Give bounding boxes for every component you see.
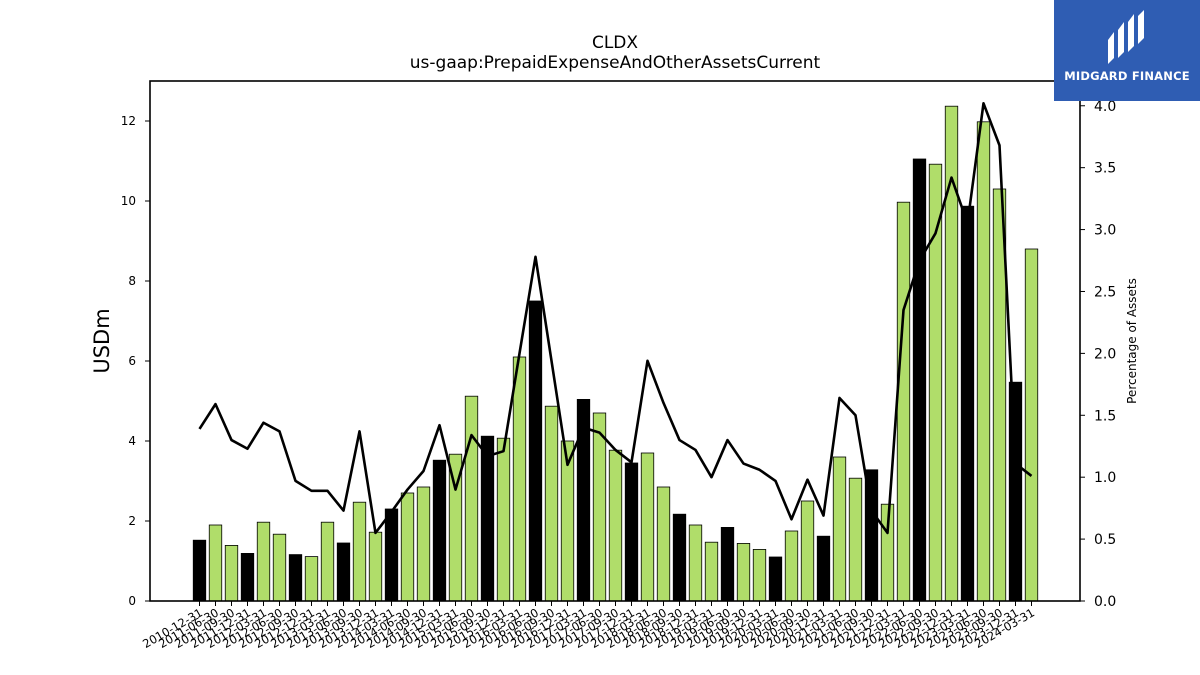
left-tick-label: 4 bbox=[128, 434, 136, 448]
brand-logo: MIDGARD FINANCE bbox=[1054, 0, 1200, 101]
left-tick-label: 0 bbox=[128, 594, 136, 608]
bar bbox=[400, 492, 415, 602]
bar bbox=[256, 521, 271, 602]
right-tick-label: 4.0 bbox=[1094, 99, 1116, 115]
bar bbox=[288, 554, 303, 602]
bar bbox=[224, 545, 239, 602]
bar bbox=[848, 477, 863, 602]
left-tick-label: 8 bbox=[128, 274, 136, 288]
bar bbox=[304, 556, 319, 602]
bar bbox=[768, 556, 783, 602]
bar bbox=[480, 435, 495, 602]
left-axis-ticks: 0 2 4 6 8 10 12 bbox=[121, 114, 150, 608]
bar bbox=[736, 543, 751, 602]
bar bbox=[208, 524, 223, 602]
left-tick-label: 6 bbox=[128, 354, 136, 368]
bar bbox=[544, 405, 559, 602]
bar bbox=[1008, 381, 1023, 602]
chart-subtitle: us-gaap:PrepaidExpenseAndOtherAssetsCurr… bbox=[410, 53, 821, 73]
right-axis-ticks: 0.0 0.5 1.0 1.5 2.0 2.5 3.0 3.5 4.0 bbox=[1080, 99, 1116, 610]
bar bbox=[608, 449, 623, 602]
right-tick-label: 0.0 bbox=[1094, 594, 1116, 610]
right-tick-label: 3.5 bbox=[1094, 161, 1116, 177]
right-tick-label: 3.0 bbox=[1094, 223, 1116, 239]
logo-text: MIDGARD FINANCE bbox=[1064, 69, 1190, 83]
bar bbox=[640, 452, 655, 602]
bar bbox=[496, 437, 511, 602]
bar bbox=[368, 531, 383, 602]
right-tick-label: 2.0 bbox=[1094, 346, 1116, 362]
bar bbox=[624, 462, 639, 602]
bar bbox=[816, 535, 831, 602]
chart-title: CLDX bbox=[592, 33, 638, 53]
bar bbox=[272, 533, 287, 602]
bar bbox=[528, 300, 543, 602]
right-tick-label: 1.0 bbox=[1094, 470, 1116, 486]
bar bbox=[784, 530, 799, 602]
bar bbox=[688, 524, 703, 602]
bar bbox=[1024, 248, 1039, 602]
left-tick-label: 12 bbox=[121, 114, 136, 128]
bar bbox=[960, 205, 975, 602]
bar bbox=[656, 486, 671, 602]
bar bbox=[976, 121, 991, 602]
y2-axis-label: Percentage of Assets bbox=[1125, 278, 1139, 404]
bar bbox=[912, 158, 927, 602]
y-axis-label: USDm bbox=[90, 308, 114, 373]
right-tick-label: 2.5 bbox=[1094, 284, 1116, 300]
bar bbox=[464, 395, 479, 602]
bar bbox=[432, 459, 447, 602]
bar bbox=[512, 356, 527, 602]
left-tick-label: 2 bbox=[128, 514, 136, 528]
series-line bbox=[198, 101, 1033, 535]
x-axis-ticks: 2010-12-312011-06-302011-09-302011-12-31… bbox=[140, 601, 1037, 651]
bars-layer bbox=[192, 105, 1039, 602]
bar bbox=[240, 553, 255, 602]
bar bbox=[832, 456, 847, 602]
bar bbox=[384, 508, 399, 602]
bar bbox=[416, 486, 431, 602]
logo-mark-icon bbox=[1108, 10, 1144, 64]
bar bbox=[752, 549, 767, 602]
bar bbox=[896, 201, 911, 602]
left-tick-label: 10 bbox=[121, 194, 136, 208]
bar bbox=[672, 513, 687, 602]
right-tick-label: 0.5 bbox=[1094, 532, 1116, 548]
bar bbox=[800, 500, 815, 602]
bar bbox=[320, 521, 335, 602]
bar bbox=[720, 527, 735, 602]
bar bbox=[704, 541, 719, 602]
bar bbox=[352, 501, 367, 602]
line-layer bbox=[198, 101, 1033, 535]
bar bbox=[592, 412, 607, 602]
bar bbox=[192, 539, 207, 602]
right-tick-label: 1.5 bbox=[1094, 408, 1116, 424]
bar bbox=[336, 542, 351, 602]
